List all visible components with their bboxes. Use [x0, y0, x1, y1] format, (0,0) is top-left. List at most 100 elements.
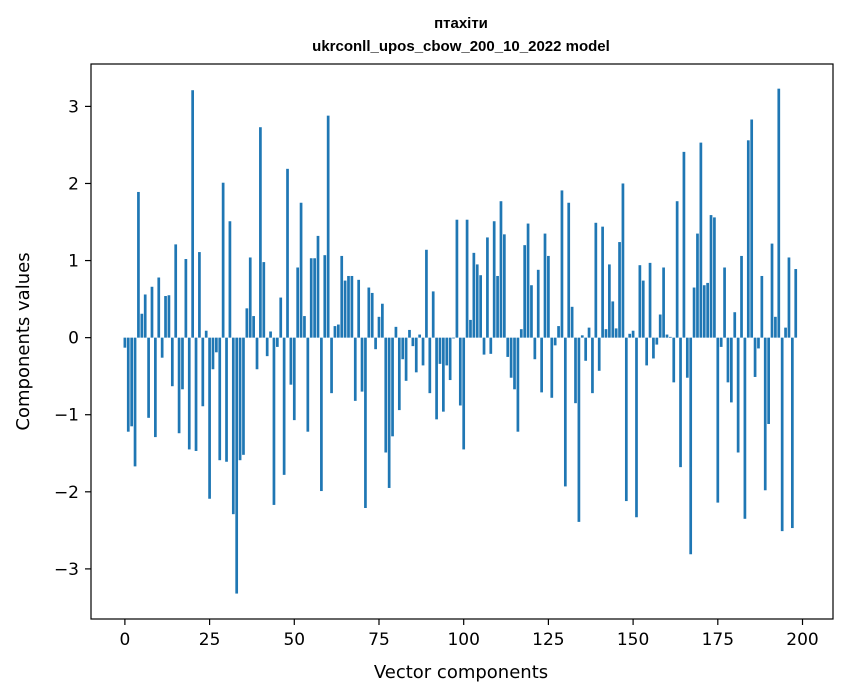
bar [614, 328, 618, 338]
bar [479, 275, 482, 338]
bar [472, 252, 476, 338]
bar [130, 337, 134, 427]
bar [384, 337, 388, 453]
bar [452, 337, 455, 339]
x-tick-label: 100 [447, 630, 479, 650]
bar [401, 337, 405, 360]
bar [228, 221, 232, 338]
bar [303, 316, 306, 338]
y-tick-label: 1 [68, 252, 79, 272]
bar [238, 337, 242, 461]
bar [682, 151, 686, 338]
bar [309, 258, 313, 338]
bar [458, 337, 462, 406]
bar [486, 237, 489, 338]
bar [201, 337, 205, 407]
bar [669, 336, 672, 338]
bar [357, 279, 361, 338]
bar [181, 337, 184, 390]
bar [675, 201, 679, 338]
bar [563, 337, 567, 487]
plot-frame [90, 63, 834, 620]
bar [394, 326, 398, 338]
bar [184, 259, 188, 338]
bar [265, 337, 269, 357]
bar [489, 337, 493, 354]
bar [509, 337, 513, 378]
bar [611, 301, 615, 338]
bar [442, 337, 445, 412]
bar [665, 334, 669, 338]
bar [770, 243, 774, 338]
bar [733, 312, 737, 338]
bar [164, 296, 167, 338]
bar [177, 337, 181, 434]
bar [624, 337, 628, 502]
bar [503, 234, 506, 338]
y-axis-ticks: −3 −2 −1 0 1 2 3 [54, 97, 91, 580]
bar [408, 329, 411, 338]
bar [584, 337, 588, 361]
bar [560, 190, 564, 338]
bar [286, 168, 289, 338]
bar-series [123, 88, 798, 594]
bar [774, 316, 777, 338]
bar [320, 337, 323, 492]
bar [648, 262, 652, 338]
bar [740, 255, 743, 338]
bar [709, 215, 713, 338]
bar [516, 337, 520, 432]
bar [367, 287, 371, 338]
bar [404, 337, 408, 381]
bar [730, 337, 733, 403]
bar [462, 337, 466, 450]
bar [381, 303, 384, 338]
bar [519, 329, 523, 338]
bar [336, 324, 340, 338]
bar [597, 337, 601, 371]
x-tick-label: 75 [368, 630, 390, 650]
bar [655, 337, 659, 345]
bar [540, 337, 543, 393]
bar [533, 337, 537, 360]
bar [198, 252, 201, 338]
bar [492, 221, 496, 338]
bar [777, 88, 781, 338]
bar [543, 233, 547, 338]
bar [550, 337, 554, 398]
bar [499, 201, 503, 338]
bar [299, 202, 303, 338]
bar [370, 292, 374, 338]
bar [475, 264, 479, 338]
bar [225, 337, 228, 462]
bar [621, 183, 625, 338]
bar [140, 313, 144, 338]
bar [685, 337, 689, 378]
bar [536, 269, 540, 338]
bar [719, 337, 723, 347]
bar [353, 337, 357, 401]
bar [330, 337, 333, 394]
bar [187, 337, 191, 450]
bar [391, 337, 394, 437]
y-tick-label: 3 [68, 97, 79, 117]
bar [794, 269, 798, 338]
bar [679, 337, 682, 468]
x-tick-label: 125 [532, 630, 564, 650]
bar [689, 337, 693, 555]
bar [736, 337, 740, 453]
bar [530, 285, 533, 338]
bar [364, 337, 367, 508]
bar [143, 294, 147, 338]
bar [347, 275, 350, 338]
bar [713, 217, 716, 338]
bar [696, 233, 699, 338]
bar [672, 337, 676, 383]
bar [377, 316, 381, 338]
bar [374, 337, 377, 350]
bar [702, 285, 706, 338]
bar [262, 262, 266, 338]
bar [157, 277, 161, 338]
bar [313, 258, 316, 338]
bar [601, 226, 604, 338]
